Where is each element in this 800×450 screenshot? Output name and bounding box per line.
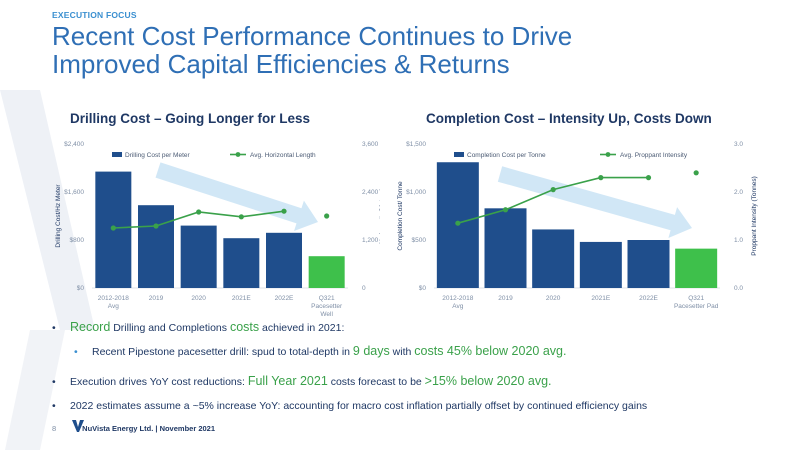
line-point-4: [281, 208, 287, 214]
y2-tick-label: 3.0: [734, 141, 743, 148]
bullet-3-part-1: Execution drives YoY cost reductions:: [70, 376, 248, 388]
bullet-2-part-1: Recent Pipestone pacesetter drill: spud …: [92, 346, 353, 358]
y-tick-label: $0: [419, 285, 427, 292]
footer: 8 NuVista Energy Ltd. | November 2021: [52, 424, 215, 433]
bullet-2: • Recent Pipestone pacesetter drill: spud…: [74, 344, 567, 358]
bullet-2-part-3: with: [389, 346, 415, 358]
trend-arrow: [497, 166, 693, 238]
line-point-5: [693, 170, 699, 176]
line-point-3: [598, 175, 604, 181]
title-line-1: Recent Cost Performance Continues to Dri…: [52, 21, 573, 51]
legend-line-label: Avg. Proppant Intensity: [620, 152, 688, 159]
y-tick-label: $1,500: [406, 141, 426, 148]
bar-2: [180, 225, 217, 288]
legend-line-marker: [235, 152, 241, 157]
drilling-chart-title: Drilling Cost – Going Longer for Less: [70, 111, 311, 126]
bar-4: [266, 232, 302, 288]
legend-bar-label: Drilling Cost per Meter: [125, 152, 190, 159]
category-label: 2020: [546, 295, 561, 302]
legend-line-label: Avg. Horizontal Length: [250, 152, 316, 159]
y2-axis-title: Hz Length (Meters): [379, 188, 380, 244]
y-axis-title: Completion Cost/ Tonne: [397, 181, 404, 251]
category-label: 2020: [191, 295, 206, 302]
line-point-2: [550, 187, 556, 193]
category-label: 2022E: [639, 295, 658, 302]
footer-company-date: NuVista Energy Ltd. | November 2021: [82, 424, 216, 433]
y2-tick-label: 2,400: [362, 189, 379, 196]
y2-tick-label: 1,200: [362, 237, 379, 244]
bar-5: [308, 256, 345, 288]
y2-tick-label: 1.0: [734, 237, 743, 244]
y-tick-label: $0: [77, 285, 85, 292]
category-label: Q321 Pacesetter Well: [311, 295, 343, 318]
bullet-2-part-2: 9 days: [352, 344, 390, 358]
bar-3: [223, 238, 260, 288]
bullet-1-part-2: Drilling and Completions: [110, 322, 230, 334]
legend-bar-label: Completion Cost per Tonne: [467, 152, 546, 159]
legend-bar-swatch: [112, 152, 122, 157]
y-tick-label: $1,000: [406, 189, 426, 196]
title-line-2: Improved Capital Efficiencies & Returns: [52, 49, 510, 79]
bullet-1-part-4: achieved in 2021:: [259, 322, 345, 334]
line-point-2: [196, 209, 202, 215]
bar-2: [532, 229, 575, 288]
line-point-1: [153, 223, 159, 229]
completion-cost-chart: $0 $500 $1,000 $1,500 0.0 1.0 2.0 3.0 Completion…: [397, 141, 758, 310]
category-label: 2022E: [275, 295, 294, 302]
trend-arrow: [155, 162, 319, 232]
category-label: 2019: [149, 295, 164, 302]
bullet-3-part-4: >15% below 2020 avg.: [424, 374, 552, 388]
y2-axis-title: Proppant Intensity (Tonnes): [751, 176, 758, 256]
legend-bar-swatch: [454, 152, 464, 157]
bar-3: [579, 241, 622, 288]
bullet-1-part-3: costs: [229, 320, 260, 334]
bullet-4: • 2022 estimates assume a ~5% increase Yo…: [52, 400, 648, 412]
category-label: 2021E: [232, 295, 251, 302]
line-point-5: [324, 213, 330, 219]
category-label: 2019: [498, 295, 513, 302]
bullet-3: • Execution drives YoY cost reductions: F…: [52, 374, 552, 388]
y2-tick-label: 0.0: [734, 285, 743, 292]
bullet-4-text: 2022 estimates assume a ~5% increase YoY…: [70, 400, 648, 412]
bar-4: [627, 240, 670, 288]
line-point-4: [645, 175, 652, 181]
y-tick-label: $1,600: [64, 189, 84, 196]
legend-line-marker: [605, 152, 611, 157]
bar-1: [138, 205, 174, 288]
y-tick-label: $500: [412, 237, 427, 244]
category-label: 2021E: [591, 295, 610, 302]
page-title: Recent Cost Performance Continues to Dri…: [52, 22, 692, 78]
page-number: 8: [52, 424, 57, 433]
line-point-0: [110, 225, 116, 231]
bullet-3-part-2: Full Year 2021: [247, 374, 328, 388]
line-point-1: [502, 207, 509, 213]
completion-chart-title: Completion Cost – Intensity Up, Costs Do…: [426, 111, 712, 126]
line-point-3: [238, 214, 244, 220]
drilling-cost-chart: $0 $800 $1,600 $2,400 0 1,200 2,400 3,600 Drilli…: [55, 141, 380, 318]
bullet-1-part-1: Record: [70, 320, 111, 334]
line-point-0: [455, 220, 461, 226]
y-axis-title: Drilling Cost/Hz Meter: [55, 184, 62, 248]
section-eyebrow: EXECUTION FOCUS: [52, 10, 137, 20]
y2-tick-label: 3,600: [362, 141, 379, 148]
y-tick-label: $800: [70, 237, 85, 244]
category-label: 2012-2018 Avg: [98, 295, 129, 310]
category-label: 2012-2018 Avg: [442, 295, 473, 310]
y2-tick-label: 2.0: [734, 189, 743, 196]
bar-5: [675, 248, 718, 288]
bullet-3-part-3: costs forecast to be: [327, 376, 425, 388]
category-label: Q321 Pacesetter Pad: [674, 295, 719, 310]
bar-1: [484, 208, 527, 288]
y2-tick-label: 0: [362, 285, 366, 292]
bullet-2-part-4: costs 45% below 2020 avg.: [414, 344, 567, 358]
y-tick-label: $2,400: [64, 141, 84, 148]
bullet-1: • Record Drilling and Completions costs a…: [52, 320, 345, 334]
nuvista-logo-icon: [72, 420, 84, 432]
